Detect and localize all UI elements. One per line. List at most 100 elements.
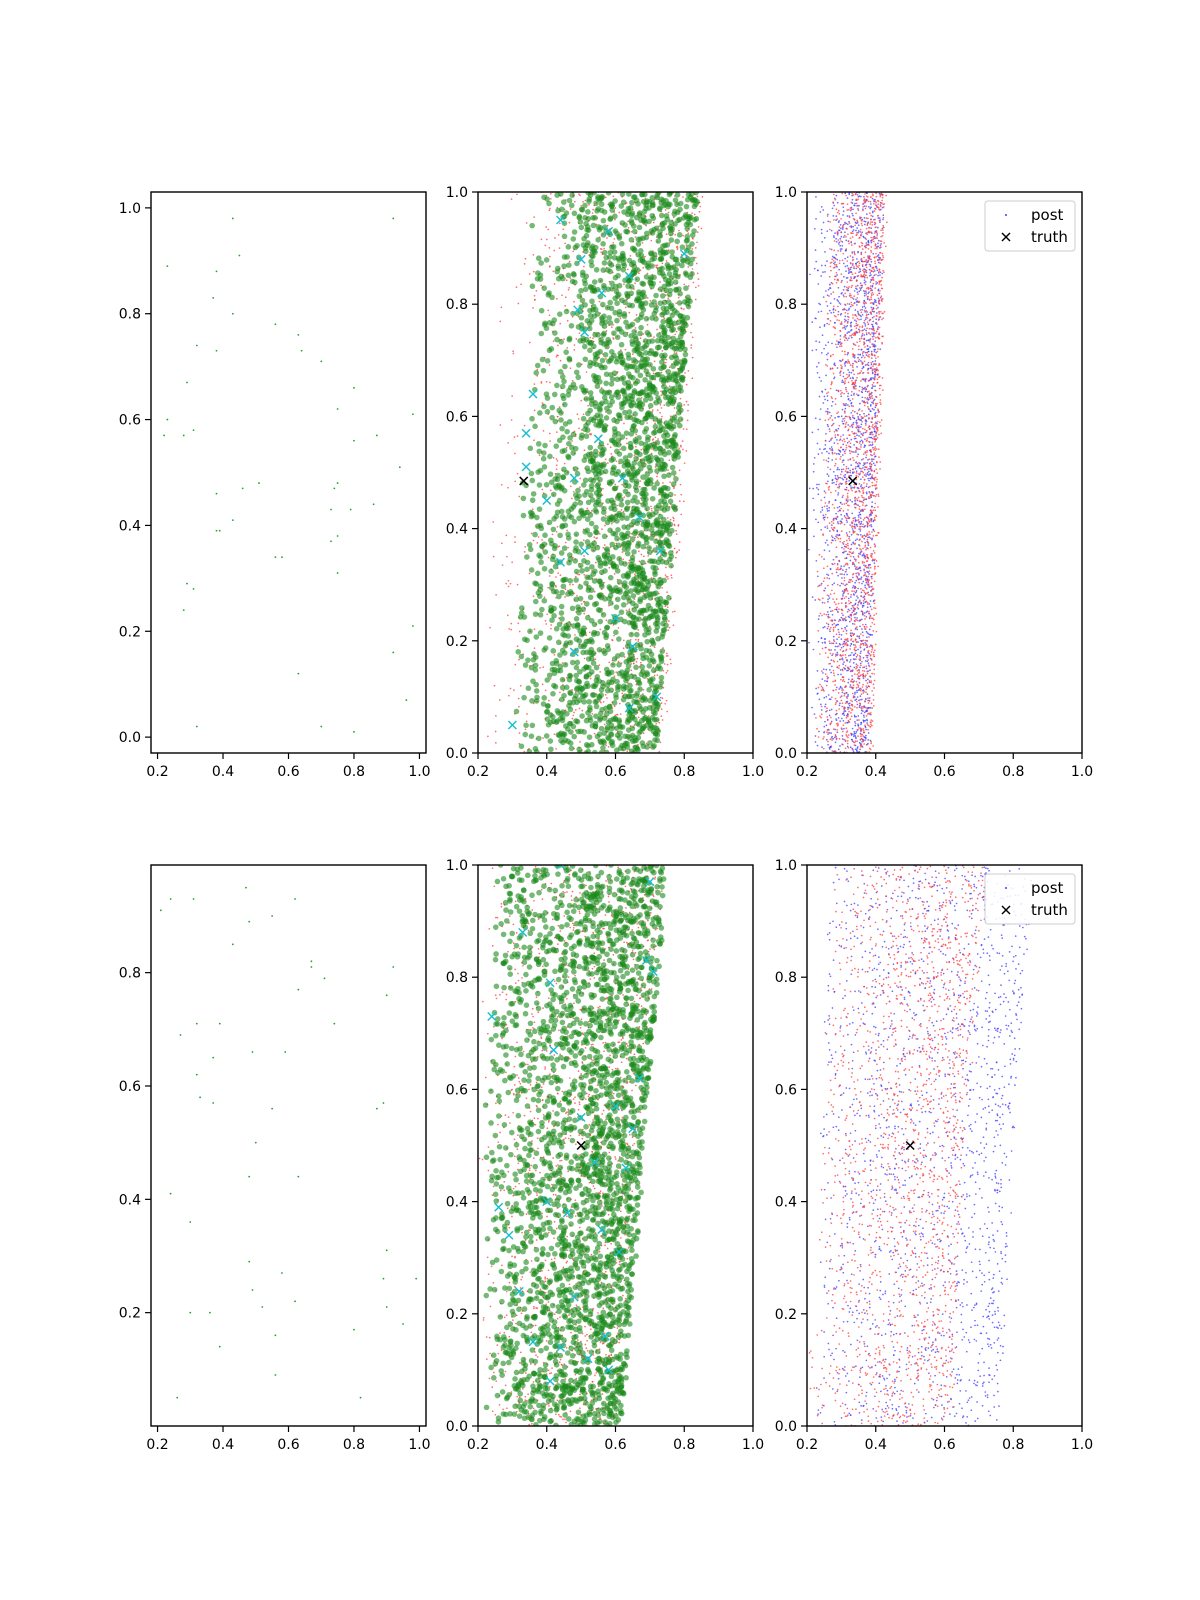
sample-point xyxy=(576,668,583,675)
sample-point xyxy=(678,541,681,543)
sample-point xyxy=(516,645,519,648)
sample-point xyxy=(653,612,660,619)
sample-point xyxy=(612,337,614,339)
sample-point xyxy=(675,409,682,416)
sample-point xyxy=(622,409,628,416)
sample-point xyxy=(501,564,504,567)
sample-point xyxy=(609,515,616,521)
sample-point xyxy=(604,304,611,311)
sample-point xyxy=(642,617,648,623)
sample-point xyxy=(601,715,608,721)
sample-point xyxy=(584,539,591,545)
sample-point xyxy=(634,720,641,727)
sample-point xyxy=(631,416,638,423)
sample-point xyxy=(599,364,605,371)
sample-point xyxy=(839,248,842,250)
sample-point xyxy=(646,705,653,711)
sample-point xyxy=(572,714,575,717)
sample-point xyxy=(552,270,555,273)
sample-point xyxy=(674,494,676,496)
sample-point xyxy=(591,279,598,285)
sample-point xyxy=(621,483,623,486)
sample-point xyxy=(611,700,618,706)
sample-point xyxy=(849,596,852,598)
sample-point xyxy=(646,626,652,632)
sample-point xyxy=(825,432,827,435)
sample-point xyxy=(827,475,830,477)
sample-point xyxy=(628,631,635,638)
sample-point xyxy=(647,678,653,685)
sample-point xyxy=(658,365,664,372)
sample-point xyxy=(643,647,650,654)
sample-point xyxy=(613,634,615,637)
sample-point xyxy=(572,490,575,493)
sample-point xyxy=(507,442,510,444)
sample-point xyxy=(552,340,555,342)
sample-point xyxy=(654,480,660,487)
sample-point xyxy=(625,609,628,612)
sample-point xyxy=(631,228,638,235)
sample-point xyxy=(582,215,588,221)
sample-point xyxy=(865,630,868,633)
sample-point xyxy=(654,436,657,439)
sample-point xyxy=(655,602,661,608)
sample-point xyxy=(647,558,654,564)
sample-point xyxy=(515,649,522,655)
sample-point xyxy=(601,249,608,256)
sample-point xyxy=(661,339,668,346)
sample-point xyxy=(587,594,594,601)
sample-point xyxy=(624,643,631,649)
cyan-x-marker xyxy=(593,434,603,444)
sample-point xyxy=(568,514,575,521)
sample-point xyxy=(532,253,535,256)
sample-point xyxy=(514,541,516,543)
sample-point xyxy=(658,212,665,219)
sample-point xyxy=(548,255,551,258)
sample-point xyxy=(589,336,592,339)
sample-point xyxy=(635,564,642,571)
sample-point xyxy=(631,353,634,355)
sample-point xyxy=(695,286,697,289)
sample-point xyxy=(558,603,565,610)
sample-point xyxy=(560,434,566,440)
sample-point xyxy=(529,222,535,229)
sample-point xyxy=(841,454,844,456)
sample-point xyxy=(840,695,843,697)
sample-point xyxy=(613,544,619,551)
sample-point xyxy=(570,271,577,277)
sample-point xyxy=(644,505,650,512)
sample-point xyxy=(608,600,614,606)
sample-point xyxy=(588,520,595,527)
sample-point xyxy=(851,528,854,530)
sample-point xyxy=(593,590,596,593)
sample-point xyxy=(847,287,850,290)
sample-point xyxy=(864,237,867,240)
sample-point xyxy=(589,677,592,680)
sample-point xyxy=(638,532,645,538)
sample-point xyxy=(510,419,513,421)
sample-point xyxy=(658,658,665,665)
sample-point xyxy=(873,428,876,430)
sample-point xyxy=(643,350,649,356)
sample-point xyxy=(657,300,664,306)
sample-point xyxy=(604,548,611,554)
sample-point xyxy=(664,209,667,211)
sample-point xyxy=(579,477,582,480)
sample-point xyxy=(532,662,539,669)
sample-point xyxy=(670,576,673,579)
sample-point xyxy=(595,537,598,540)
sample-point xyxy=(599,248,602,250)
sample-point xyxy=(571,717,574,720)
sample-point xyxy=(620,199,627,205)
sample-point xyxy=(547,471,554,477)
sample-point xyxy=(852,555,855,558)
sample-point xyxy=(579,741,581,743)
sample-point xyxy=(653,688,660,694)
sample-point xyxy=(572,558,579,564)
sample-point xyxy=(826,508,829,510)
cyan-x-marker xyxy=(580,327,590,337)
sample-point xyxy=(873,408,875,411)
sample-point xyxy=(826,260,828,262)
sample-point xyxy=(618,458,624,465)
sample-point xyxy=(600,648,607,654)
